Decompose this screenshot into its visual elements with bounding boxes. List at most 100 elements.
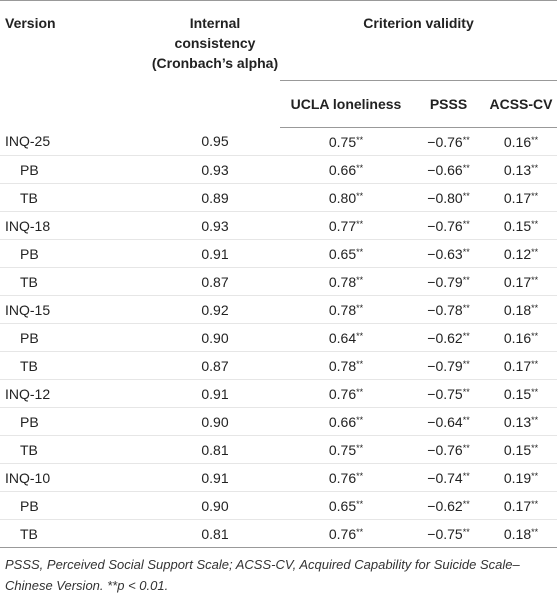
significance-mark: ** <box>356 330 364 341</box>
validity-cell: −0.78** <box>412 295 485 324</box>
significance-mark: ** <box>462 470 470 481</box>
significance-mark: ** <box>462 386 470 397</box>
significance-mark: ** <box>531 218 539 229</box>
row-label: TB <box>0 519 150 548</box>
alpha-cell: 0.90 <box>150 323 280 352</box>
header-psss: PSSS <box>412 80 485 128</box>
cell-value: −0.66 <box>427 161 463 178</box>
row-label: TB <box>0 351 150 380</box>
significance-mark: ** <box>531 414 539 425</box>
cell-value: 0.78 <box>328 357 357 374</box>
cell-value: 0.12 <box>503 245 532 262</box>
validity-cell: 0.65** <box>280 491 412 520</box>
cell-value: −0.63 <box>427 245 463 262</box>
cell-value: 0.76 <box>328 385 357 402</box>
validity-cell: 0.80** <box>280 183 412 212</box>
row-label: PB <box>0 491 150 520</box>
row-label: INQ-12 <box>0 379 150 408</box>
cell-value: 0.16 <box>503 133 532 150</box>
alpha-cell: 0.81 <box>150 435 280 464</box>
cell-value: 0.78 <box>328 301 357 318</box>
significance-mark: ** <box>462 330 470 341</box>
cell-value: −0.76 <box>427 133 463 150</box>
cell-value: 0.78 <box>328 273 357 290</box>
alpha-cell: 0.93 <box>150 155 280 184</box>
cell-value: 0.15 <box>503 217 532 234</box>
validity-cell: −0.79** <box>412 267 485 296</box>
cell-value: −0.79 <box>427 357 463 374</box>
significance-mark: ** <box>356 414 364 425</box>
subscale-row: PB 0.90 0.65** −0.62** 0.17** <box>0 491 557 520</box>
validity-cell: 0.77** <box>280 211 412 240</box>
cell-value: 0.13 <box>503 161 532 178</box>
significance-mark: ** <box>356 358 364 369</box>
validity-cell: 0.12** <box>485 239 557 268</box>
significance-mark: ** <box>462 358 470 369</box>
validity-cell: −0.63** <box>412 239 485 268</box>
validity-cell: 0.15** <box>485 379 557 408</box>
row-label: PB <box>0 155 150 184</box>
validity-cell: −0.76** <box>412 211 485 240</box>
alpha-cell: 0.93 <box>150 211 280 240</box>
validity-cell: −0.79** <box>412 351 485 380</box>
row-label: INQ-15 <box>0 295 150 324</box>
version-row: INQ-10 0.91 0.76** −0.74** 0.19** <box>0 463 557 492</box>
cell-value: −0.76 <box>427 441 463 458</box>
alpha-cell: 0.87 <box>150 267 280 296</box>
validity-cell: 0.15** <box>485 211 557 240</box>
row-label: INQ-25 <box>0 127 150 156</box>
cell-value: 0.17 <box>503 357 532 374</box>
validity-cell: 0.76** <box>280 519 412 548</box>
header-criterion: Criterion validity <box>363 15 474 31</box>
validity-cell: 0.17** <box>485 351 557 380</box>
significance-mark: ** <box>531 330 539 341</box>
subscale-row: TB 0.89 0.80** −0.80** 0.17** <box>0 183 557 212</box>
subscale-row: TB 0.87 0.78** −0.79** 0.17** <box>0 351 557 380</box>
subscale-row: PB 0.90 0.64** −0.62** 0.16** <box>0 323 557 352</box>
cell-value: 0.17 <box>503 273 532 290</box>
header-version: Version <box>5 15 56 31</box>
significance-mark: ** <box>531 162 539 173</box>
validity-cell: 0.15** <box>485 435 557 464</box>
significance-mark: ** <box>531 190 539 201</box>
validity-cell: 0.76** <box>280 379 412 408</box>
alpha-cell: 0.91 <box>150 379 280 408</box>
alpha-cell: 0.91 <box>150 239 280 268</box>
validity-cell: −0.64** <box>412 407 485 436</box>
footnote: PSSS, Perceived Social Support Scale; AC… <box>5 557 520 593</box>
validity-cell: 0.64** <box>280 323 412 352</box>
significance-mark: ** <box>531 274 539 285</box>
cell-value: 0.13 <box>503 413 532 430</box>
validity-cell: 0.13** <box>485 155 557 184</box>
table-body: INQ-25 0.95 0.75** −0.76** 0.16** PB 0.93 0.66*… <box>0 127 557 548</box>
significance-mark: ** <box>462 218 470 229</box>
validity-cell: 0.75** <box>280 435 412 464</box>
subscale-row: TB 0.81 0.75** −0.76** 0.15** <box>0 435 557 464</box>
cell-value: −0.80 <box>427 189 463 206</box>
cell-value: −0.75 <box>427 525 463 542</box>
significance-mark: ** <box>356 134 364 145</box>
significance-mark: ** <box>356 246 364 257</box>
validity-cell: −0.74** <box>412 463 485 492</box>
row-label: INQ-18 <box>0 211 150 240</box>
significance-mark: ** <box>531 302 539 313</box>
cell-value: 0.18 <box>503 301 532 318</box>
significance-mark: ** <box>462 302 470 313</box>
significance-mark: ** <box>531 442 539 453</box>
validity-cell: −0.75** <box>412 379 485 408</box>
validity-cell: 0.76** <box>280 463 412 492</box>
validity-cell: 0.17** <box>485 183 557 212</box>
subscale-row: TB 0.87 0.78** −0.79** 0.17** <box>0 267 557 296</box>
cell-value: 0.17 <box>503 497 532 514</box>
cell-value: 0.65 <box>328 245 357 262</box>
alpha-cell: 0.90 <box>150 491 280 520</box>
cell-value: 0.15 <box>503 441 532 458</box>
validity-cell: 0.65** <box>280 239 412 268</box>
validity-cell: 0.78** <box>280 267 412 296</box>
significance-mark: ** <box>462 162 470 173</box>
cell-value: 0.17 <box>503 189 532 206</box>
alpha-cell: 0.90 <box>150 407 280 436</box>
significance-mark: ** <box>356 218 364 229</box>
cell-value: −0.79 <box>427 273 463 290</box>
significance-mark: ** <box>531 386 539 397</box>
